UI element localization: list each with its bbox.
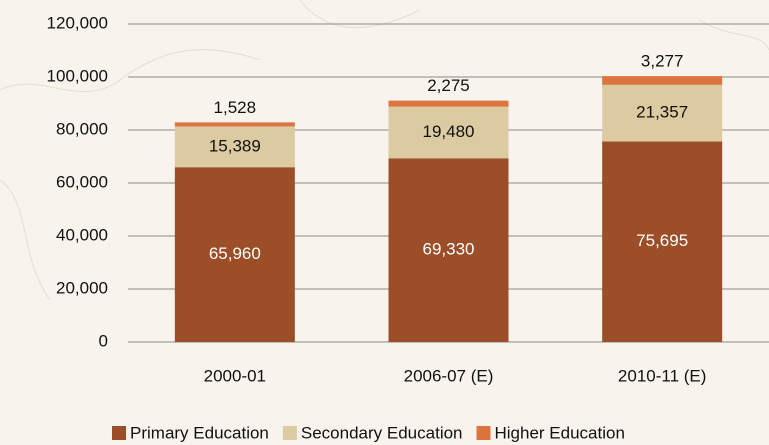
y-tick-label: 60,000 [56, 172, 108, 191]
bar-segment [602, 76, 723, 85]
y-tick-label: 120,000 [47, 13, 108, 32]
y-tick-label: 0 [99, 331, 108, 350]
x-tick-label: 2010-11 (E) [618, 366, 707, 385]
y-tick-label: 100,000 [47, 66, 108, 85]
data-label: 75,695 [636, 231, 688, 250]
data-label: 65,960 [209, 244, 261, 263]
y-tick-label: 40,000 [56, 225, 108, 244]
data-label: 2,275 [427, 76, 470, 95]
data-label: 1,528 [214, 98, 257, 117]
bar-segment [174, 126, 295, 168]
legend-swatch [282, 426, 297, 440]
x-tick-label: 2006-07 (E) [404, 366, 494, 385]
bar-segment [174, 167, 295, 342]
legend-label: Primary Education [130, 423, 269, 442]
data-label: 15,389 [209, 136, 261, 155]
bar-segment [174, 122, 295, 127]
bar-segment [388, 106, 509, 159]
bar-segment [602, 84, 723, 142]
data-label: 19,480 [423, 122, 475, 141]
bar-segment [388, 100, 509, 107]
legend-label: Secondary Education [301, 423, 463, 442]
data-label: 21,357 [636, 103, 688, 122]
data-label: 69,330 [423, 240, 475, 259]
y-tick-label: 80,000 [56, 119, 108, 138]
map-decoration [0, 0, 769, 301]
legend-swatch [476, 426, 491, 440]
x-tick-label: 2000-01 [204, 366, 266, 385]
legend-swatch [112, 426, 126, 440]
legend-label: Higher Education [495, 423, 625, 442]
bar-segment [602, 141, 723, 342]
bar-segment [388, 158, 509, 342]
y-tick-label: 20,000 [56, 278, 108, 297]
data-label: 3,277 [641, 52, 684, 71]
